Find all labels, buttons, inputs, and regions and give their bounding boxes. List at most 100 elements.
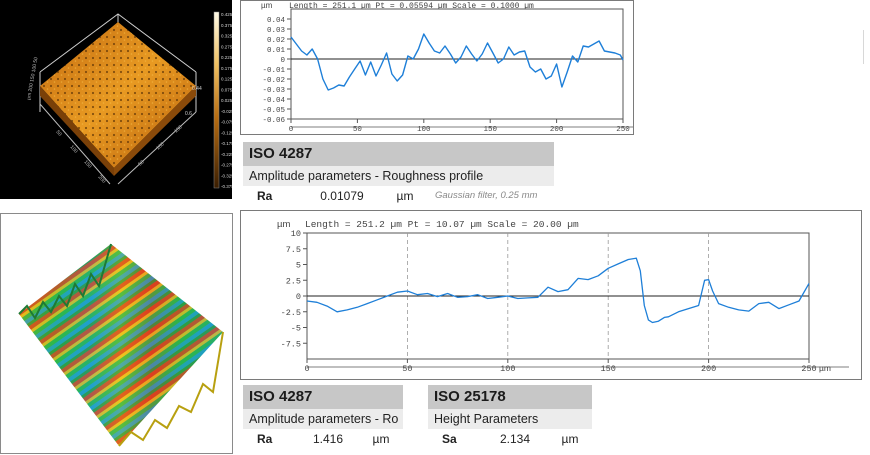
bottom-table2-row: Sa 2.134 µm	[428, 429, 592, 449]
y-tick-label: 0	[280, 57, 285, 65]
param-value: 0.01079	[320, 189, 364, 203]
param-value: 2.134	[499, 432, 531, 446]
x-tick-label: 100	[500, 364, 515, 374]
param-name: Sa	[442, 432, 457, 446]
bottom-table1-standard: ISO 4287	[243, 385, 403, 409]
surface-colorbar-ticks: 0.425 0.375 0.325 0.275 0.225 0.175 0.125 0.075…	[221, 12, 232, 189]
roughness-profile-chart-bottom: Length = 251.2 µm Pt = 10.07 µm Scale = …	[240, 210, 862, 380]
surface-3d-orange-plot: 50 100 150 200 50 100 150 μm 200 150 100…	[26, 11, 232, 189]
y-tick-label: 7.5	[286, 245, 301, 255]
y-tick-label: 0.03	[267, 27, 286, 35]
x-tick-label: 250	[616, 126, 630, 134]
param-name: Ra	[257, 189, 273, 203]
bottom-table2-standard: ISO 25178	[428, 385, 592, 409]
x-tick-label: 250	[801, 364, 816, 374]
colorbar-tick-label: 0.275	[221, 44, 232, 49]
y-tick-label: -0.05	[262, 107, 285, 115]
svg-text:μm 200 150 100 50: μm 200 150 100 50	[26, 57, 39, 101]
y-tick-label: -0.03	[262, 87, 285, 95]
surface-colorbar	[213, 11, 220, 189]
surface-corner-axis: 0.6	[185, 111, 192, 117]
colorbar-tick-label: -0.325	[221, 173, 232, 178]
y-tick-label: 5	[296, 261, 301, 271]
param-name: Ra	[257, 432, 273, 446]
svg-text:150: 150	[83, 159, 93, 169]
param-unit: µm	[396, 189, 414, 203]
y-tick-label: -7.5	[281, 339, 301, 349]
y-tick-label: -0.02	[262, 77, 285, 85]
bottom-table2-subtitle: Height Parameters	[428, 409, 592, 429]
colorbar-tick-label: -0.225	[221, 152, 232, 157]
colorbar-tick-label: -0.275	[221, 163, 232, 168]
svg-text:50: 50	[55, 129, 63, 137]
surface-axes	[39, 103, 197, 185]
y-unit-label: µm	[277, 219, 290, 230]
colorbar-tick-label: -0.125	[221, 130, 232, 135]
svg-text:100: 100	[155, 141, 165, 151]
x-unit-label: µm	[819, 363, 831, 373]
x-tick-label: 50	[402, 364, 412, 374]
y-tick-label: -0.01	[262, 67, 285, 75]
roughness-profile-svg-top: Length = 251.1 µm Pt = 0.05594 µm Scale …	[261, 1, 633, 134]
colorbar-tick-label: 0.325	[221, 34, 232, 39]
param-unit: µm	[561, 432, 579, 446]
colorbar-tick-label: 0.075	[221, 87, 232, 92]
chart-header: Length = 251.2 µm Pt = 10.07 µm Scale = …	[305, 219, 579, 230]
y-tick-label: 0.04	[267, 17, 286, 25]
y-tick-label: -0.06	[262, 117, 285, 125]
bottom-parameter-table-2: ISO 25178 Height Parameters Sa 2.134 µm	[428, 385, 592, 449]
colorbar-tick-label: -0.175	[221, 141, 232, 146]
x-tick-label: 50	[353, 126, 363, 134]
profile-series-line	[306, 257, 810, 324]
y-tick-label: -5	[291, 324, 301, 334]
svg-text:100: 100	[69, 144, 79, 154]
x-tick-label: 100	[417, 126, 431, 134]
colorbar-tick-label: 0.175	[221, 66, 232, 71]
bottom-table1-subtitle: Amplitude parameters - Ro	[243, 409, 403, 429]
colorbar-tick-label: 0.375	[221, 23, 232, 28]
bottom-parameter-table-1: ISO 4287 Amplitude parameters - Ro Ra 1.…	[243, 385, 403, 449]
y-tick-label: 10	[291, 229, 301, 239]
colorbar-tick-label: 0.125	[221, 77, 232, 82]
y-unit-label: µm	[261, 1, 273, 10]
colorbar-tick-label: -0.375	[221, 184, 232, 189]
filter-note: Gaussian filter, 0.25 mm	[435, 190, 538, 201]
svg-text:150: 150	[173, 124, 183, 134]
y-tick-label: 0.01	[267, 47, 286, 55]
y-tick-label: -2.5	[281, 308, 301, 318]
bottom-table1-row: Ra 1.416 µm	[243, 429, 403, 449]
top-table-row: Ra 0.01079 µm Gaussian filter, 0.25 mm	[243, 186, 554, 206]
top-parameter-table: ISO 4287 Amplitude parameters - Roughnes…	[243, 142, 554, 206]
x-tick-label: 0	[304, 364, 309, 374]
x-tick-label: 0	[289, 126, 294, 134]
y-tick-label: -0.04	[262, 97, 285, 105]
surface-3d-rainbow-view	[0, 213, 233, 454]
colorbar-tick-label: -0.075	[221, 120, 232, 125]
x-tick-label: 200	[550, 126, 564, 134]
x-tick-label: 150	[601, 364, 616, 374]
colorbar-tick-label: 0.425	[221, 12, 232, 17]
side-marker	[863, 30, 868, 64]
svg-text:200: 200	[97, 174, 107, 184]
chart-header: Length = 251.1 µm Pt = 0.05594 µm Scale …	[289, 2, 534, 11]
colorbar-tick-label: 0.225	[221, 55, 232, 60]
roughness-profile-svg-bottom: Length = 251.2 µm Pt = 10.07 µm Scale = …	[277, 219, 849, 374]
colorbar-tick-label: -0.025	[221, 109, 232, 114]
top-table-standard: ISO 4287	[243, 142, 554, 166]
surface-3d-orange-view: 50 100 150 200 50 100 150 μm 200 150 100…	[0, 0, 232, 199]
x-tick-label: 150	[483, 126, 497, 134]
surface-corner-z: 0.44	[192, 86, 202, 92]
top-table-subtitle: Amplitude parameters - Roughness profile	[243, 166, 554, 186]
y-tick-label: 2.5	[286, 276, 301, 286]
profile-series-line	[290, 33, 624, 91]
roughness-profile-chart-top: Length = 251.1 µm Pt = 0.05594 µm Scale …	[240, 0, 634, 135]
param-unit: µm	[372, 432, 390, 446]
param-value: 1.416	[312, 432, 344, 446]
surface-3d-rainbow-plot	[18, 243, 224, 447]
y-tick-label: 0	[296, 292, 301, 302]
x-tick-label: 200	[701, 364, 716, 374]
plot-frame	[290, 8, 624, 120]
colorbar-tick-label: 0.025	[221, 98, 232, 103]
svg-text:50: 50	[137, 159, 145, 167]
y-tick-label: 0.02	[267, 37, 285, 45]
